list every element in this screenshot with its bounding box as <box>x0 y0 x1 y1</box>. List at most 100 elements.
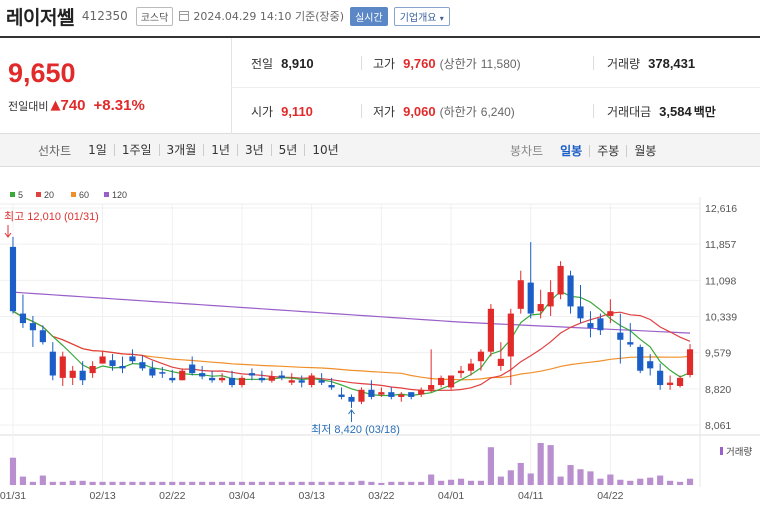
candle <box>527 282 534 314</box>
candle <box>617 332 624 340</box>
y-tick-label: 11,098 <box>705 275 736 287</box>
candle <box>278 375 285 378</box>
candle <box>99 356 106 364</box>
candle <box>667 382 674 386</box>
volume-bar <box>308 481 315 485</box>
volume-bar <box>218 481 226 485</box>
company-overview-button[interactable]: 기업개요 ▾ <box>393 6 450 26</box>
change-row: 전일대비 ▲ 740 +8.31% <box>8 97 145 114</box>
volume-bar <box>189 481 196 485</box>
stat-value: 3,584 <box>659 104 692 119</box>
volume-bar <box>328 481 335 485</box>
stat-low: 저가 9,060 (하한가 6,240) <box>373 103 515 120</box>
volume-bar <box>627 480 634 485</box>
candle <box>378 392 385 395</box>
volume-bar <box>398 481 405 485</box>
candle <box>487 308 494 352</box>
x-tick-label: 02/13 <box>89 490 115 502</box>
volume-bar <box>428 474 435 485</box>
line-chart-label[interactable]: 선차트 <box>38 143 72 158</box>
volume-bar <box>89 481 96 485</box>
x-tick-label: 03/13 <box>299 490 325 502</box>
stock-header: 레이저쎌 412350 코스닥 2024.04.29 14:10 기준(장중) … <box>0 0 760 32</box>
tab-1y[interactable]: 1년 <box>203 144 237 156</box>
volume-bar <box>487 447 494 485</box>
candle <box>647 361 654 369</box>
candle <box>39 330 46 343</box>
volume-bar <box>348 481 355 485</box>
candle <box>79 370 86 381</box>
y-tick-label: 8,820 <box>705 384 731 396</box>
candle <box>637 346 644 371</box>
volume-bar <box>338 481 345 485</box>
x-tick-label: 04/11 <box>518 490 544 502</box>
volume-bar <box>517 462 524 485</box>
candle <box>676 377 684 386</box>
x-tick-label: 01/31 <box>0 490 26 502</box>
candle-chart-label[interactable]: 봉차트 <box>510 144 544 158</box>
stock-code: 412350 <box>81 9 128 23</box>
candle <box>109 360 116 366</box>
volume-bar <box>199 481 206 485</box>
x-tick-label: 02/22 <box>159 490 185 502</box>
candle <box>547 292 554 307</box>
realtime-button[interactable]: 실시간 <box>350 6 388 26</box>
candle <box>298 380 305 383</box>
tab-1d[interactable]: 1일 <box>88 143 107 157</box>
volume-bar <box>527 473 534 485</box>
volume-bar <box>318 481 325 485</box>
chart-tab-bar: 선차트 1일 1주일 3개월 1년 3년 5년 10년 봉차트 일봉 주봉 월봉 <box>0 134 760 167</box>
volume-bar <box>587 471 594 485</box>
x-tick-label: 03/22 <box>368 490 394 502</box>
y-tick-label: 11,857 <box>705 239 736 251</box>
caret-down-icon: ▾ <box>439 13 444 23</box>
volume-bar <box>59 481 66 485</box>
candle <box>228 377 236 386</box>
volume-bar <box>408 481 415 485</box>
legend-swatch <box>10 192 15 197</box>
tab-1w[interactable]: 1주일 <box>113 144 159 156</box>
tab-3y[interactable]: 3년 <box>236 144 271 156</box>
candle <box>368 389 375 397</box>
volume-bar <box>99 481 106 485</box>
candle <box>29 323 36 331</box>
tab-10y[interactable]: 10년 <box>304 144 345 156</box>
change-label: 전일대비 <box>8 99 49 113</box>
tab-monthly[interactable]: 월봉 <box>626 144 663 157</box>
candle <box>587 323 594 328</box>
candle <box>218 377 226 381</box>
min-label: 최저 8,420 (03/18) <box>311 423 400 436</box>
candle <box>328 385 335 388</box>
tab-daily[interactable]: 일봉 <box>560 143 583 158</box>
candle <box>567 275 574 307</box>
legend-label: 20 <box>44 190 54 200</box>
volume-bar <box>248 481 256 485</box>
volume-bar <box>647 477 654 485</box>
tab-3m[interactable]: 3개월 <box>158 144 204 156</box>
volume-bar <box>19 476 27 485</box>
stat-value: 378,431 <box>648 56 696 71</box>
tab-5y[interactable]: 5년 <box>270 144 305 156</box>
candlestick-chart[interactable]: 5 20 60 120 12,616 11,857 11,098 10,339 9,579 8,8… <box>0 167 760 509</box>
legend-swatch <box>71 192 76 197</box>
candle <box>457 370 465 374</box>
candle <box>248 373 256 376</box>
candle <box>467 363 475 371</box>
legend-label: 60 <box>79 190 89 200</box>
volume-bar <box>447 479 455 485</box>
volume-bar <box>637 478 644 485</box>
tab-weekly[interactable]: 주봉 <box>589 144 626 157</box>
price-summary: 9,650 전일대비 ▲ 740 +8.31% 전일 8,910 고가 9,76… <box>0 36 760 135</box>
current-price: 9,650 <box>8 58 76 88</box>
volume-bar <box>29 481 36 485</box>
legend-label: 5 <box>18 190 23 200</box>
y-tick-label: 9,579 <box>705 348 731 360</box>
volume-bar <box>607 474 614 485</box>
volume-bar <box>418 481 425 485</box>
volume-bar <box>557 476 564 485</box>
volume-bar <box>169 481 176 485</box>
candle <box>139 362 146 369</box>
candle <box>507 313 514 357</box>
candle <box>238 377 246 386</box>
volume-bar <box>597 478 604 485</box>
